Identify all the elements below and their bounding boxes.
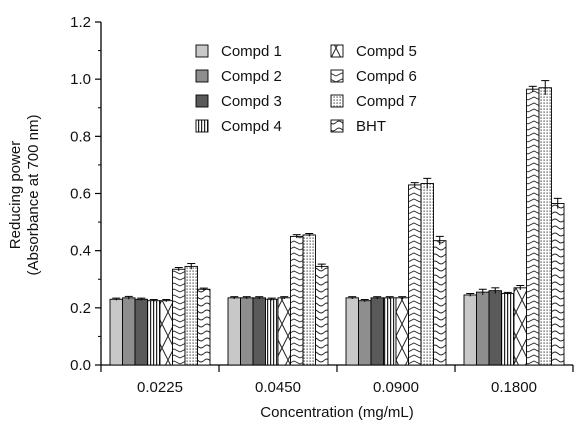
- bar: [265, 298, 279, 366]
- y-tick-label: 0.2: [70, 300, 91, 317]
- bar: [109, 298, 123, 366]
- legend-swatch: [195, 44, 209, 58]
- y-axis-label-line-2: (Absorbance at 700 nm): [25, 115, 42, 276]
- bar: [290, 235, 304, 366]
- bar: [277, 297, 291, 366]
- legend-label: Compd 1: [221, 43, 282, 60]
- legend: Compd 1 Compd 2 Compd 3 Compd 4 Compd 5 Compd…: [195, 43, 417, 135]
- bar: [383, 297, 397, 366]
- bar: [240, 297, 254, 366]
- bar: [122, 297, 136, 366]
- legend-swatch: [330, 119, 344, 133]
- bar: [358, 300, 372, 366]
- y-tick-label: 0.0: [70, 357, 91, 374]
- bar: [315, 265, 329, 366]
- x-tick-label: 0.0225: [137, 379, 183, 396]
- x-axis-label: Concentration (mg/mL): [260, 404, 413, 421]
- legend-label: Compd 3: [221, 93, 282, 110]
- y-tick-label: 1.2: [70, 14, 91, 31]
- y-tick-label: 0.8: [70, 128, 91, 145]
- bar: [147, 300, 161, 366]
- bar: [345, 297, 359, 366]
- legend-label: BHT: [356, 118, 386, 135]
- bar: [302, 234, 316, 366]
- bar: [252, 297, 266, 366]
- bar: [134, 298, 148, 366]
- bar: [159, 300, 173, 366]
- bar: [526, 88, 540, 366]
- legend-swatch: [330, 44, 344, 58]
- bar: [370, 297, 384, 366]
- bar: [538, 87, 552, 366]
- legend-label: Compd 6: [356, 68, 417, 85]
- y-tick-label: 1.0: [70, 71, 91, 88]
- legend-swatch: [195, 119, 209, 133]
- legend-swatch: [195, 69, 209, 83]
- bar: [197, 288, 211, 366]
- x-tick-label: 0.1800: [491, 379, 537, 396]
- legend-swatch: [330, 69, 344, 83]
- legend-label: Compd 2: [221, 68, 282, 85]
- bar: [227, 297, 241, 366]
- bar: [463, 294, 477, 366]
- legend-label: Compd 5: [356, 43, 417, 60]
- bar: [476, 291, 490, 366]
- bar: [395, 297, 409, 366]
- y-tick-label: 0.4: [70, 243, 91, 260]
- bar: [172, 268, 186, 366]
- y-axis-label-line-1: Reducing power: [7, 141, 24, 249]
- legend-swatch: [330, 94, 344, 108]
- legend-label: Compd 4: [221, 118, 282, 135]
- bar: [420, 183, 434, 366]
- legend-label: Compd 7: [356, 93, 417, 110]
- plot-area: 0.0 0.2 0.4 0.6 0.8 1.0 1.2 0.0225 0.0450 0.0900 0…: [70, 14, 574, 396]
- bar: [184, 265, 198, 366]
- bar: [408, 184, 422, 366]
- y-tick-label: 0.6: [70, 186, 91, 203]
- bar: [488, 290, 502, 366]
- bar: [501, 293, 515, 366]
- bar: [433, 240, 447, 366]
- bar: [513, 287, 527, 366]
- x-tick-label: 0.0450: [255, 379, 301, 396]
- x-tick-label: 0.0900: [373, 379, 419, 396]
- bar: [551, 203, 565, 366]
- legend-swatch: [195, 94, 209, 108]
